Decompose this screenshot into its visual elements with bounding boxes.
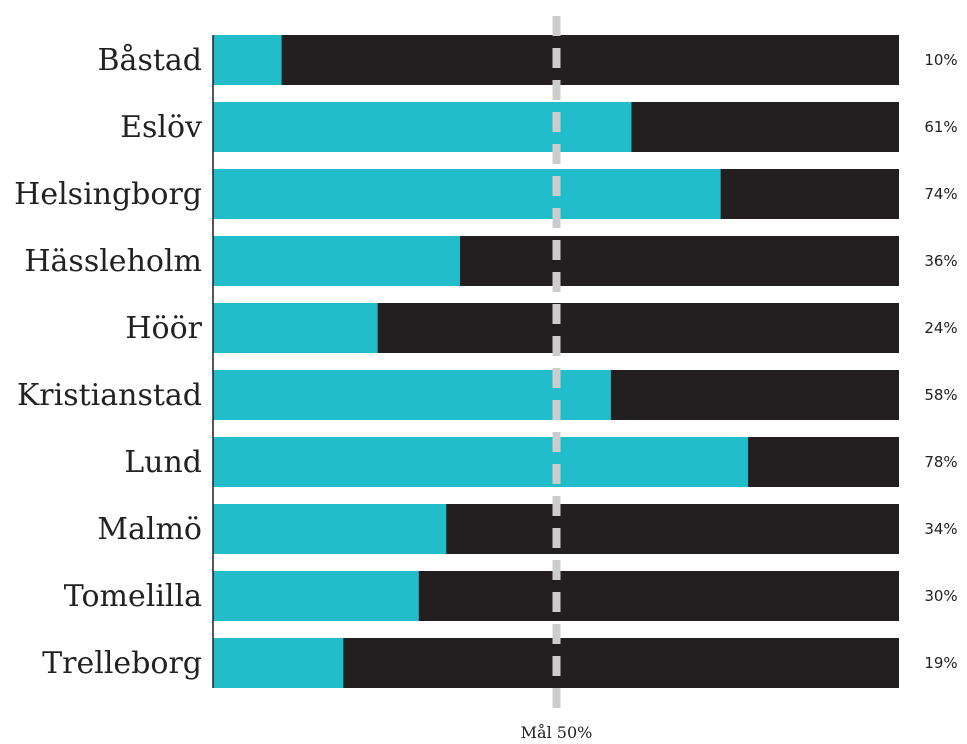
category-label-tomelilla: Tomelilla — [64, 579, 202, 614]
value-label-tomelilla: 30% — [924, 587, 957, 605]
value-label-kristianstad: 58% — [924, 386, 957, 404]
category-label-malmo: Malmö — [97, 512, 202, 547]
category-label-trelleborg: Trelleborg — [42, 646, 202, 681]
bar-kristianstad — [213, 370, 611, 420]
value-label-malmo: 34% — [924, 520, 957, 538]
value-label-bastad: 10% — [924, 51, 957, 69]
value-label-eslov: 61% — [924, 118, 957, 136]
category-label-bastad: Båstad — [98, 43, 202, 78]
bar-helsingborg — [213, 169, 721, 219]
category-labels-group: Båstad Eslöv Helsingborg Hässleholm Höör Kris… — [14, 43, 202, 681]
value-label-lund: 78% — [924, 453, 957, 471]
bar-hassleholm — [213, 236, 460, 286]
category-label-lund: Lund — [124, 445, 202, 480]
value-labels-group: 10% 61% 74% 36% 24% 58% 78% 34% 30% 19% — [924, 51, 957, 672]
bar-malmo — [213, 504, 447, 554]
target-label: Mål 50% — [521, 723, 593, 742]
category-label-kristianstad: Kristianstad — [17, 378, 202, 413]
category-label-helsingborg: Helsingborg — [14, 177, 202, 212]
category-label-eslov: Eslöv — [120, 110, 202, 145]
value-label-helsingborg: 74% — [924, 185, 957, 203]
bar-tomelilla — [213, 571, 419, 621]
value-label-hassleholm: 36% — [924, 252, 957, 270]
bar-lund — [213, 437, 749, 487]
bar-bastad — [213, 35, 282, 85]
bar-eslov — [213, 102, 632, 152]
value-label-trelleborg: 19% — [924, 654, 957, 672]
bar-trelleborg — [213, 638, 344, 688]
bar-hoor — [213, 303, 378, 353]
bars-group — [213, 35, 899, 688]
category-label-hoor: Höör — [125, 311, 202, 346]
value-label-hoor: 24% — [924, 319, 957, 337]
category-label-hassleholm: Hässleholm — [24, 244, 202, 279]
